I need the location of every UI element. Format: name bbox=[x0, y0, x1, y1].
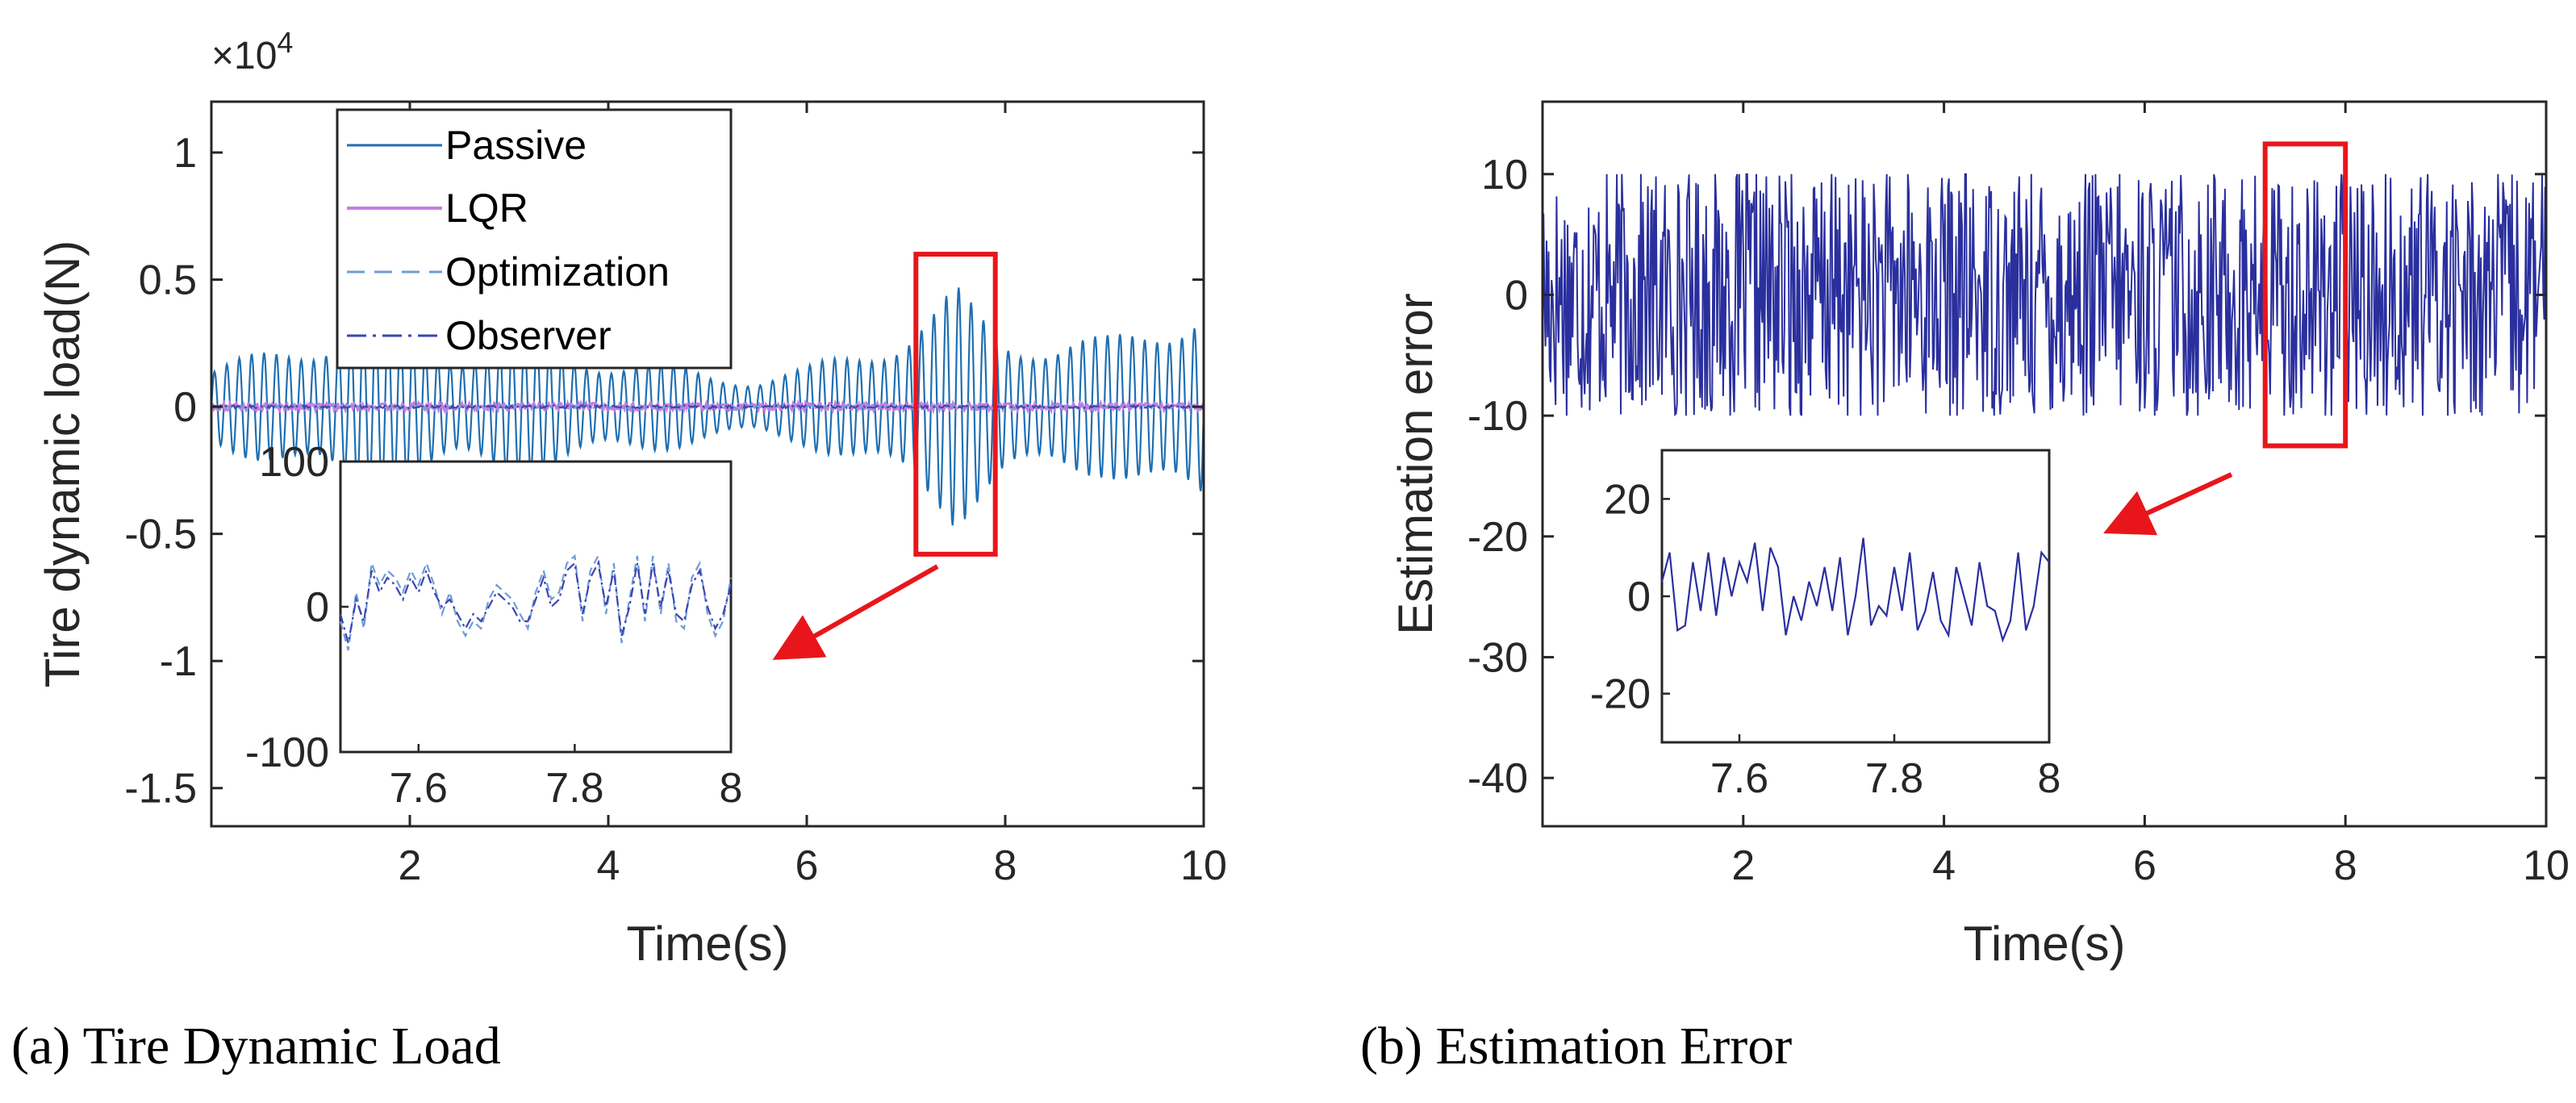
x-tick-label: 2 bbox=[399, 842, 422, 889]
inset-y-tick-label: 20 bbox=[1604, 476, 1651, 523]
y-tick-label: -40 bbox=[1468, 755, 1528, 802]
inset-plot-area-a bbox=[339, 553, 733, 651]
x-axis-label-b: Time(s) bbox=[1963, 917, 2125, 971]
y-tick-label: -1 bbox=[160, 638, 197, 685]
x-tick-label: 8 bbox=[2334, 842, 2357, 889]
inset-x-tick-label: 7.6 bbox=[390, 765, 448, 812]
x-tick-label: 6 bbox=[2133, 842, 2156, 889]
y-axis-ticks-a: 1 0.5 0 -0.5 -1 -1.5 bbox=[124, 130, 1204, 813]
inset-series-optimization bbox=[339, 553, 733, 651]
zoom-arrow-b bbox=[2103, 472, 2233, 536]
inset-x-tick-label: 8 bbox=[2038, 755, 2061, 802]
x-tick-label: 8 bbox=[994, 842, 1017, 889]
axes-frame-b bbox=[1541, 100, 2548, 828]
inset-plot-area-b bbox=[1660, 537, 2050, 643]
inset-x-tick-label: 8 bbox=[720, 765, 743, 812]
highlight-box-b bbox=[2262, 141, 2348, 449]
y-axis-label-b: Estimation error bbox=[1388, 293, 1442, 634]
y-axis-ticks-b: 10 0 -10 -20 -30 -40 bbox=[1468, 152, 2546, 802]
inset-series-observer bbox=[339, 560, 733, 644]
x-axis-ticks-b: 2 4 6 8 10 bbox=[1731, 102, 2570, 889]
inset-y-tick-label: -100 bbox=[245, 729, 329, 776]
y-tick-label: 0 bbox=[1505, 272, 1528, 319]
x-tick-label: 4 bbox=[1932, 842, 1956, 889]
series-estimation-error bbox=[1542, 173, 2547, 417]
y-tick-label: 1 bbox=[173, 130, 197, 177]
y-tick-label: -20 bbox=[1468, 514, 1528, 561]
inset-a: 7.6 7.8 8 100 0 -100 bbox=[245, 439, 743, 812]
y-tick-label: -1.5 bbox=[124, 766, 197, 813]
x-axis-ticks-a: 2 4 6 8 10 bbox=[399, 102, 1227, 889]
plot-area-b bbox=[1542, 173, 2547, 417]
axes-frame-a bbox=[210, 100, 1205, 828]
caption-text-b: Estimation Error bbox=[1435, 1017, 1792, 1076]
y-axis-label-a: Tire dynamic load(N) bbox=[35, 240, 90, 688]
y-tick-label: -30 bbox=[1468, 634, 1528, 681]
x-tick-label: 6 bbox=[795, 842, 819, 889]
inset-x-tick-label: 7.8 bbox=[1865, 755, 1923, 802]
inset-series-estimation-error bbox=[1660, 537, 2050, 643]
inset-frame-a bbox=[339, 460, 733, 754]
x-axis-label-a: Time(s) bbox=[626, 917, 788, 971]
inset-y-tick-label: -20 bbox=[1590, 671, 1651, 718]
highlight-box-a bbox=[913, 252, 998, 557]
x-tick-label: 4 bbox=[597, 842, 620, 889]
caption-text-a: Tire Dynamic Load bbox=[83, 1017, 501, 1076]
y-multiplier-a: ×104 bbox=[211, 26, 293, 77]
inset-b: 7.6 7.8 8 20 0 -20 bbox=[1590, 449, 2061, 802]
y-tick-label: -10 bbox=[1468, 393, 1528, 440]
y-tick-label: 10 bbox=[1481, 152, 1528, 198]
legend-label-passive: Passive bbox=[445, 123, 587, 168]
x-tick-label: 10 bbox=[2523, 842, 2570, 889]
legend-label-observer: Observer bbox=[445, 313, 612, 358]
inset-x-tick-label: 7.8 bbox=[545, 765, 603, 812]
chart-panel-a: 2 4 6 8 10 1 0.5 0 -0.5 -1 -1.5 ×104 Time(s) Tire… bbox=[35, 26, 1227, 971]
x-tick-label: 2 bbox=[1731, 842, 1755, 889]
caption-a: (a) Tire Dynamic Load bbox=[11, 1017, 501, 1076]
inset-y-tick-label: 0 bbox=[306, 584, 329, 631]
series-observer bbox=[211, 403, 1204, 411]
legend-box-a bbox=[336, 108, 733, 370]
y-tick-label: -0.5 bbox=[124, 512, 197, 558]
caption-b: (b) Estimation Error bbox=[1360, 1017, 1792, 1076]
zoom-arrow-a bbox=[772, 564, 939, 660]
legend-label-optimization: Optimization bbox=[445, 249, 670, 295]
x-tick-label: 10 bbox=[1180, 842, 1227, 889]
chart-panel-b: 2 4 6 8 10 10 0 -10 -20 -30 -40 Time(s) Estimatio… bbox=[1388, 100, 2570, 971]
inset-ticks-a: 7.6 7.8 8 100 0 -100 bbox=[245, 439, 743, 812]
y-tick-label: 0 bbox=[173, 384, 197, 431]
inset-y-tick-label: 0 bbox=[1627, 574, 1651, 620]
inset-ticks-b: 7.6 7.8 8 20 0 -20 bbox=[1590, 476, 2061, 802]
y-tick-label: 0.5 bbox=[139, 257, 197, 304]
panel-label-a: (a) bbox=[11, 1017, 70, 1076]
legend-a: Passive LQR Optimization Observer bbox=[336, 108, 733, 370]
legend-label-lqr: LQR bbox=[445, 186, 528, 231]
inset-y-tick-label: 100 bbox=[259, 439, 329, 486]
panel-label-b: (b) bbox=[1360, 1017, 1422, 1076]
inset-x-tick-label: 7.6 bbox=[1710, 755, 1768, 802]
